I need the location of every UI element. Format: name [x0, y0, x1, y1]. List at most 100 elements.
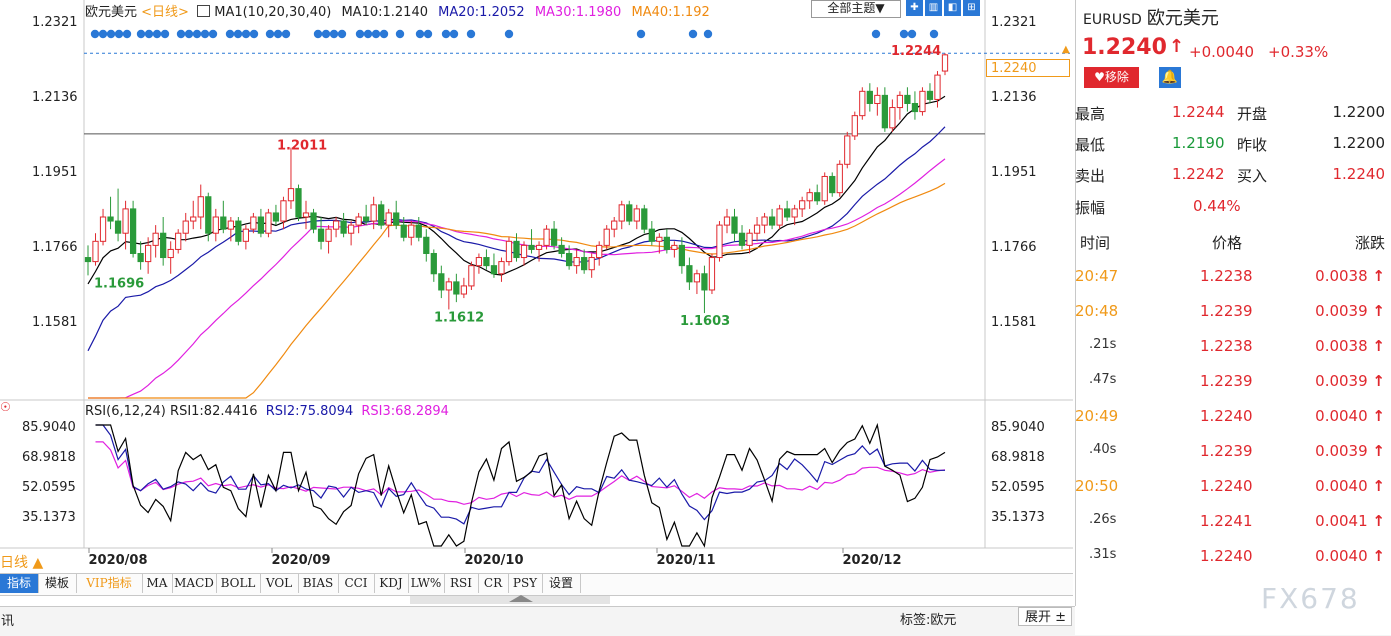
candle-body: [881, 94, 888, 129]
price-tick-left: 1.2321: [32, 15, 78, 30]
news-label[interactable]: 讯: [1, 614, 15, 629]
tick-price: 1.2240: [1200, 407, 1253, 425]
candle-body: [588, 257, 595, 271]
rsi-tick-right: 35.1373: [991, 510, 1045, 525]
indicator-tab[interactable]: PSY: [508, 574, 543, 593]
split-icon[interactable]: ◧: [944, 0, 961, 16]
indicator-tab[interactable]: MACD: [172, 574, 217, 593]
signal-dot: [152, 29, 162, 39]
signal-dot: [636, 29, 646, 39]
signal-dot: [449, 29, 459, 39]
candle-body: [558, 244, 565, 254]
indicator-tab[interactable]: CR: [478, 574, 509, 593]
signal-dot: [441, 29, 451, 39]
candle-body: [378, 204, 385, 226]
stat-value: 1.2244: [1172, 103, 1225, 121]
candle-body: [791, 208, 798, 218]
expand-button[interactable]: 展开 ±: [1018, 607, 1072, 626]
candlestick-chart[interactable]: 1.2011 1.1696 1.1612 1.1603 1.2244 1.2321 1.2…: [0, 0, 1075, 635]
layout-icon[interactable]: ▥: [925, 0, 942, 16]
indicator-tab[interactable]: BIAS: [298, 574, 339, 593]
candle-body: [197, 196, 204, 218]
candle-body: [272, 212, 280, 222]
tick-price: 1.2238: [1200, 267, 1253, 285]
signal-dot: [466, 29, 476, 39]
amplitude-value: 0.44%: [1193, 197, 1241, 215]
stat-row: 最低 1.2190 昨收 1.2200: [1075, 128, 1391, 158]
date-label: 2020/10: [464, 553, 523, 568]
stat-row: 最高 1.2244 开盘 1.2200: [1075, 97, 1391, 127]
current-price-tag: 1.2240: [986, 59, 1070, 77]
stat-value: 1.2240: [1332, 165, 1386, 183]
candle-body: [430, 252, 437, 275]
candle-body: [175, 232, 182, 250]
tick-row: .26s 1.2241 0.0041 ↑: [1075, 506, 1391, 536]
candle-body: [941, 54, 949, 72]
signal-dot: [90, 29, 100, 39]
signal-dot: [423, 29, 433, 39]
candle-body: [565, 252, 573, 267]
candle-body: [280, 200, 287, 222]
tick-price: 1.2238: [1200, 337, 1253, 355]
tick-time: 20:48: [1075, 302, 1119, 320]
signal-dot: [192, 29, 202, 39]
indicator-tab[interactable]: CCI: [338, 574, 375, 593]
stat-label: 最高: [1075, 105, 1106, 123]
candle-body: [738, 232, 746, 246]
collapse-icon[interactable]: [509, 595, 533, 602]
extreme-annotation: 1.2011: [277, 139, 327, 154]
candle-body: [761, 216, 768, 226]
candle-body: [648, 228, 655, 242]
tick-change: 0.0039 ↑: [1315, 372, 1385, 390]
candle-body: [611, 220, 618, 230]
up-arrow-icon: ↑: [1372, 477, 1385, 495]
price-tick-right: 1.1766: [991, 240, 1037, 255]
crosshair-icon[interactable]: ✚: [906, 0, 923, 16]
candle-body: [573, 257, 580, 267]
tick-row: 20:48 1.2239 0.0039 ↑: [1075, 296, 1391, 326]
tick-price: 1.2239: [1200, 302, 1253, 320]
period-button[interactable]: 日线 ▲: [0, 555, 44, 571]
indicator-tab[interactable]: VIP指标: [76, 574, 143, 593]
indicator-tab[interactable]: 设置: [542, 574, 581, 593]
bell-icon[interactable]: 🔔: [1159, 67, 1181, 88]
indicator-tab[interactable]: KDJ: [374, 574, 409, 593]
candle-body: [693, 273, 701, 283]
price-tick-left: 1.2136: [32, 90, 78, 105]
indicator-tab[interactable]: LW%: [408, 574, 445, 593]
candle-body: [768, 216, 776, 226]
price-tick-right: 1.1951: [991, 165, 1037, 180]
rsi1-line: [95, 422, 946, 548]
up-arrow-icon: ↑: [1372, 267, 1385, 285]
signal-dot: [106, 29, 116, 39]
candle-body: [340, 220, 347, 234]
theme-dropdown[interactable]: 全部主题▼: [811, 0, 901, 18]
ma40-line: [88, 182, 946, 399]
rsi3-line: [95, 441, 946, 505]
indicator-tab[interactable]: MA: [142, 574, 173, 593]
indicator-tab[interactable]: 模板: [38, 574, 77, 593]
expand-icon[interactable]: ⊞: [963, 0, 980, 16]
candle-body: [445, 281, 452, 291]
candle-body: [325, 228, 332, 242]
target-icon[interactable]: ☉: [0, 400, 11, 414]
candle-body: [866, 90, 873, 104]
quote-name: 欧元美元: [1146, 8, 1219, 29]
tick-price: 1.2239: [1200, 442, 1253, 460]
remove-watchlist-button[interactable]: ♥移除: [1084, 67, 1139, 88]
up-arrow-icon: ↑: [1372, 442, 1385, 460]
price-tick-right: 1.2136: [991, 90, 1037, 105]
indicator-tab[interactable]: VOL: [260, 574, 299, 593]
candle-body: [753, 224, 761, 234]
quote-panel: EURUSD 欧元美元 1.2240 ↑ +0.0040 +0.33% ♥移除 …: [1075, 0, 1391, 635]
indicator-tab[interactable]: 指标: [0, 574, 39, 593]
candle-body: [460, 285, 468, 295]
period-label[interactable]: <日线>: [141, 5, 189, 20]
chart-header: 欧元美元 <日线> MA1(10,20,30,40) MA10:1.2140 M…: [85, 1, 710, 20]
stat-label: 开盘: [1237, 105, 1268, 123]
rsi1-value: RSI1:82.4416: [170, 404, 258, 419]
indicator-tab[interactable]: RSI: [444, 574, 479, 593]
indicator-tab[interactable]: BOLL: [216, 574, 261, 593]
tick-header-price: 价格: [1212, 234, 1243, 252]
signal-dot: [144, 29, 154, 39]
